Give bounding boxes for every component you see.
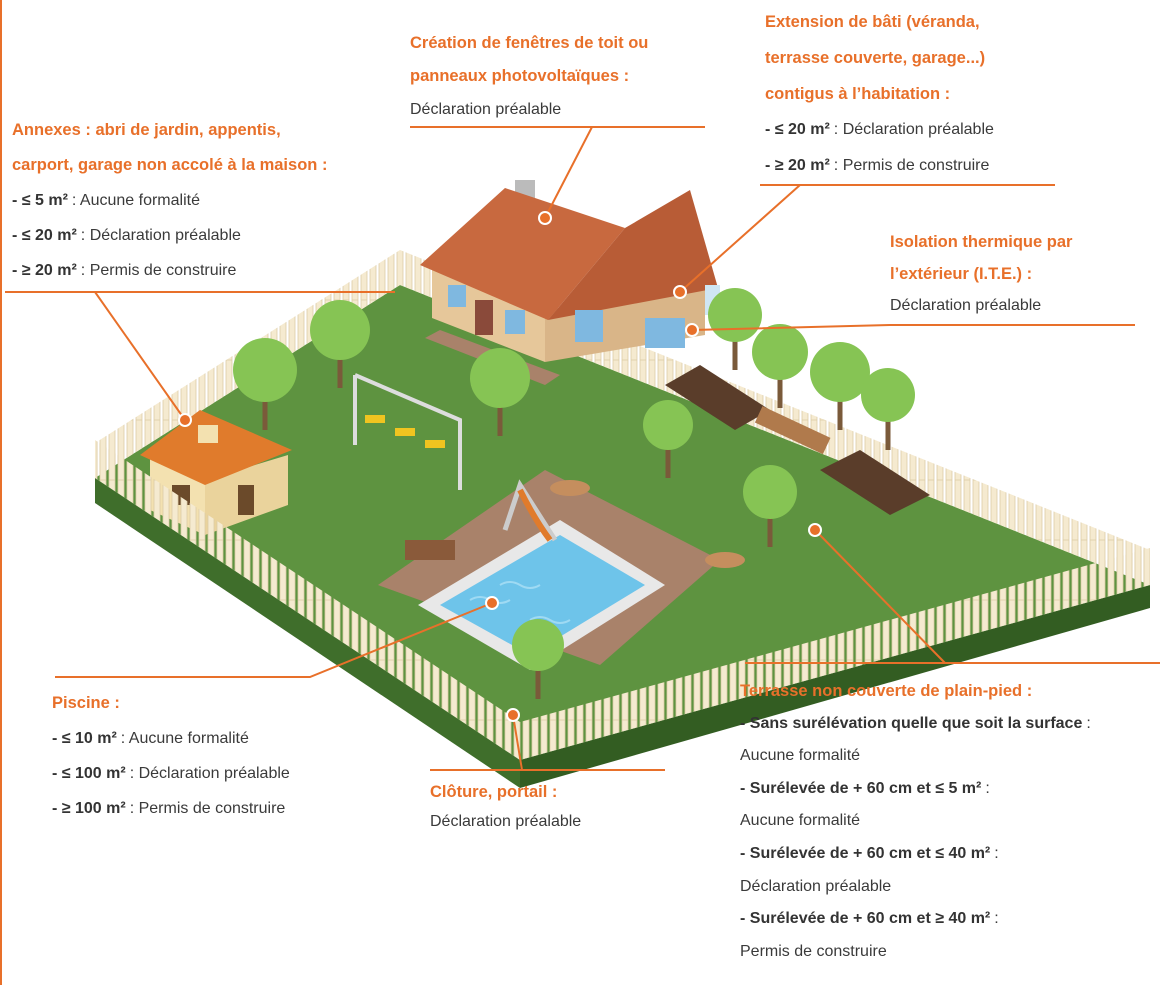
tree bbox=[708, 288, 762, 342]
annotation-title: Piscine : bbox=[52, 686, 290, 721]
item-condition: - ≥ 20 m² bbox=[12, 262, 77, 279]
item-condition: - Surélevée de + 60 cm et ≤ 40 m² bbox=[740, 845, 990, 862]
annotation-text: Déclaration préalable bbox=[430, 807, 581, 837]
item-condition: - Surélevée de + 60 cm et ≤ 5 m² bbox=[740, 780, 981, 797]
item: - ≤ 100 m²: Déclaration préalable bbox=[52, 756, 290, 791]
tree bbox=[470, 348, 530, 408]
item-result: Déclaration préalable bbox=[740, 871, 1091, 904]
annotation-title: Clôture, portail : bbox=[430, 777, 581, 807]
item-result: : Déclaration préalable bbox=[130, 765, 290, 782]
item: - Surélevée de + 60 cm et ≤ 5 m²: bbox=[740, 773, 1091, 806]
annotation: Clôture, portail :Déclaration préalable bbox=[430, 777, 581, 837]
item-result: : Déclaration préalable bbox=[81, 227, 241, 244]
item: - ≤ 20 m²: Déclaration préalable bbox=[12, 218, 327, 253]
tree bbox=[310, 300, 370, 360]
annotation-title: terrasse couverte, garage...) bbox=[765, 40, 994, 76]
item-result: Aucune formalité bbox=[740, 805, 1091, 838]
item-condition: - ≤ 100 m² bbox=[52, 765, 126, 782]
item-result: : Aucune formalité bbox=[72, 192, 200, 209]
item-result: Aucune formalité bbox=[740, 740, 1091, 773]
annotation-title: Extension de bâti (véranda, bbox=[765, 4, 994, 40]
annotation: Annexes : abri de jardin, appentis,carpo… bbox=[12, 113, 327, 288]
annotation-text: Déclaration préalable bbox=[410, 93, 648, 126]
tree bbox=[743, 465, 797, 519]
item: - ≤ 5 m²: Aucune formalité bbox=[12, 183, 327, 218]
item: - Surélevée de + 60 cm et ≥ 40 m²: bbox=[740, 903, 1091, 936]
item: - ≥ 20 m²: Permis de construire bbox=[765, 148, 994, 184]
item-result: : Aucune formalité bbox=[121, 730, 249, 747]
annotation-title: carport, garage non accolé à la maison : bbox=[12, 148, 327, 183]
item-result: : Déclaration préalable bbox=[834, 121, 994, 138]
item-colon: : bbox=[994, 910, 998, 927]
item-condition: - ≥ 20 m² bbox=[765, 157, 830, 174]
item-condition: - ≤ 20 m² bbox=[765, 121, 830, 138]
item-result: Permis de construire bbox=[740, 936, 1091, 969]
annotation: Terrasse non couverte de plain-pied : - S… bbox=[740, 675, 1091, 968]
annotation: Piscine :- ≤ 10 m²: Aucune formalité- ≤ … bbox=[52, 686, 290, 826]
item-condition: - ≤ 5 m² bbox=[12, 192, 68, 209]
annotation-title: contigus à l’habitation : bbox=[765, 76, 994, 112]
tree bbox=[752, 324, 808, 380]
item-condition: - ≥ 100 m² bbox=[52, 800, 126, 817]
tree bbox=[861, 368, 915, 422]
annotation-title: Isolation thermique par bbox=[890, 226, 1072, 258]
item-result: : Permis de construire bbox=[834, 157, 990, 174]
item: - ≥ 100 m²: Permis de construire bbox=[52, 791, 290, 826]
item: - Surélevée de + 60 cm et ≤ 40 m²: bbox=[740, 838, 1091, 871]
annotation-title: Création de fenêtres de toit ou bbox=[410, 27, 648, 60]
annotation-title: l’extérieur (I.T.E.) : bbox=[890, 258, 1072, 290]
item-condition: - ≤ 20 m² bbox=[12, 227, 77, 244]
item: - ≤ 10 m²: Aucune formalité bbox=[52, 721, 290, 756]
annotation-title: panneaux photovoltaïques : bbox=[410, 60, 648, 93]
item-colon: : bbox=[994, 845, 998, 862]
tree bbox=[810, 342, 870, 402]
item-condition: - ≤ 10 m² bbox=[52, 730, 117, 747]
item: - ≤ 20 m²: Déclaration préalable bbox=[765, 112, 994, 148]
item-condition: - Surélevée de + 60 cm et ≥ 40 m² bbox=[740, 910, 990, 927]
item-colon: : bbox=[985, 780, 989, 797]
tree bbox=[643, 400, 693, 450]
annotation-text: Déclaration préalable bbox=[890, 290, 1072, 322]
item-condition: - Sans surélévation quelle que soit la s… bbox=[740, 715, 1082, 732]
page: Annexes : abri de jardin, appentis,carpo… bbox=[0, 0, 1165, 985]
annotation: Extension de bâti (véranda,terrasse couv… bbox=[765, 4, 994, 184]
tree bbox=[233, 338, 297, 402]
tree bbox=[512, 619, 564, 671]
item: - ≥ 20 m²: Permis de construire bbox=[12, 253, 327, 288]
item: - Sans surélévation quelle que soit la s… bbox=[740, 708, 1091, 741]
annotation-title: Annexes : abri de jardin, appentis, bbox=[12, 113, 327, 148]
annotation-title: Terrasse non couverte de plain-pied : bbox=[740, 675, 1091, 708]
item-result: : Permis de construire bbox=[81, 262, 237, 279]
item-colon: : bbox=[1086, 715, 1090, 732]
item-result: : Permis de construire bbox=[130, 800, 286, 817]
